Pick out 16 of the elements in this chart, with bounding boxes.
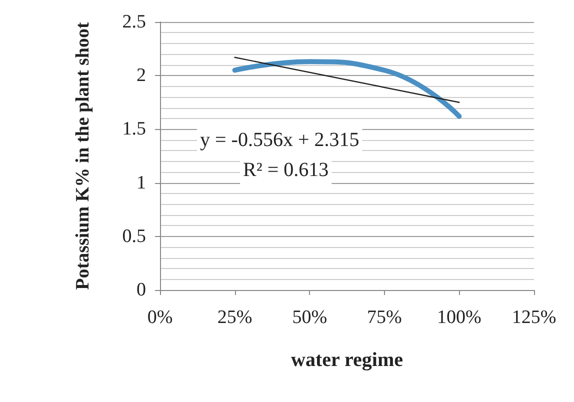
x-tick-label: 25%	[217, 307, 252, 328]
annotation: y = -0.556x + 2.315	[200, 129, 360, 151]
x-tick-label: 0%	[147, 307, 173, 328]
y-tick-label: 2.5	[122, 12, 146, 32]
y-tick-label: 0.5	[122, 226, 146, 247]
y-axis-title: Potassium K% in the plant shoot	[72, 22, 94, 290]
y-tick-label: 2	[136, 65, 146, 86]
x-tick-label: 50%	[292, 307, 328, 328]
annotation: R² = 0.613	[243, 159, 329, 181]
x-tick-label: 100%	[437, 307, 482, 328]
x-tick-label: 75%	[366, 307, 402, 328]
y-tick-label: 0	[136, 280, 146, 300]
y-tick-label: 1.5	[122, 118, 146, 140]
y-tick-label: 1	[136, 172, 146, 194]
x-tick-label: 125%	[512, 307, 556, 328]
x-axis-title: water regime	[291, 349, 404, 371]
